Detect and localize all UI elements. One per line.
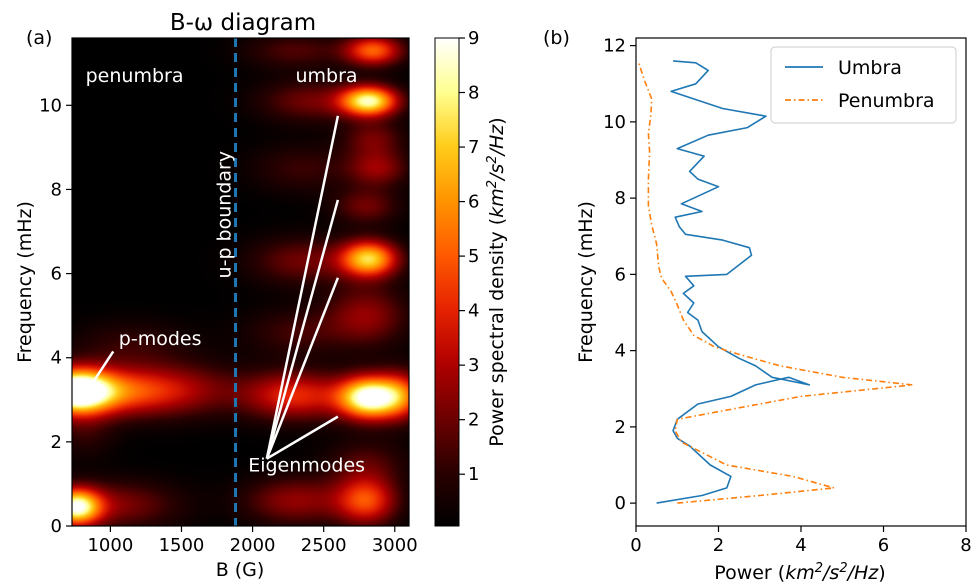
colorbar-tick-label: 6 <box>468 192 479 213</box>
colorbar-bar <box>434 37 460 527</box>
lineplot-xtick-label: 4 <box>795 535 806 556</box>
umbra-label: umbra <box>295 65 357 87</box>
pmodes-label: p-modes <box>119 328 202 350</box>
up-boundary-label: u-p boundary <box>214 151 236 279</box>
lineplot-ytick-label: 10 <box>603 112 626 133</box>
lineplot-xlabel: Power (km2/s2/Hz) <box>714 561 885 584</box>
lineplot-xtick-label: 8 <box>960 535 971 556</box>
pmodes-pointer-line <box>90 350 115 386</box>
lineplot-ytick-label: 6 <box>615 264 626 285</box>
lineplot-xtick-label: 6 <box>878 535 889 556</box>
heatmap-ytick-label: 8 <box>51 179 62 200</box>
heatmap-xtick-label: 2500 <box>301 535 347 556</box>
colorbar-tick-label: 5 <box>468 246 479 267</box>
lineplot-ytick-label: 12 <box>603 36 626 57</box>
lineplot-panel: (b) 0 2 4 6 8 0 2 4 6 8 10 12 Power (km2/s2/Hz) Fr… <box>543 27 972 584</box>
heatmap-ytick-label: 2 <box>51 432 62 453</box>
colorbar-label: Power spectral density (km2/s2/Hz) <box>485 117 508 446</box>
lineplot-xtick-label: 2 <box>713 535 724 556</box>
colorbar-tick-label: 8 <box>468 83 479 104</box>
eigenmodes-label: Eigenmodes <box>248 454 365 476</box>
colorbar-tick-label: 1 <box>468 464 479 485</box>
heatmap-ytick-label: 0 <box>51 516 62 537</box>
lineplot-x-axis: 0 2 4 6 8 <box>630 526 972 556</box>
lineplot-ylabel: Frequency (mHz) <box>575 201 597 363</box>
lineplot-ytick-label: 2 <box>615 417 626 438</box>
penumbra-label: penumbra <box>86 65 184 87</box>
lineplot-ytick-label: 0 <box>615 493 626 514</box>
heatmap-x-axis: 1000 1500 2000 2500 3000 <box>87 526 418 556</box>
heatmap-xlabel: B (G) <box>216 559 265 581</box>
heatmap-y-axis: 0 2 4 6 8 10 <box>39 95 72 537</box>
legend-label-umbra: Umbra <box>838 57 902 79</box>
eigenmode-line-1 <box>265 277 340 460</box>
heatmap-xtick-label: 1000 <box>87 535 133 556</box>
heatmap-frame <box>71 37 410 527</box>
colorbar-ticks: 1 2 3 4 5 6 7 8 9 <box>459 28 479 485</box>
heatmap-title: B-ω diagram <box>170 10 316 36</box>
heatmap-panel: (a) B-ω diagram u-p boundary penumbra um… <box>14 10 418 581</box>
eigenmode-line-2 <box>265 199 340 460</box>
legend-box <box>770 46 957 124</box>
legend: Umbra Penumbra <box>770 46 957 124</box>
colorbar-tick-label: 9 <box>468 28 479 49</box>
heatmap-xtick-label: 2000 <box>230 535 276 556</box>
lineplot-ytick-label: 8 <box>615 188 626 209</box>
series-line-umbra <box>656 60 811 504</box>
colorbar: 1 2 3 4 5 6 7 8 9 Power spectral density (km2/s2… <box>434 28 508 527</box>
colorbar-tick-label: 3 <box>468 355 479 376</box>
panel-label-b: (b) <box>543 27 570 49</box>
lineplot-series <box>637 60 914 504</box>
eigenmodes-pointer-lines <box>265 115 340 460</box>
lineplot-xtick-label: 0 <box>630 535 641 556</box>
colorbar-tick-label: 4 <box>468 301 479 322</box>
heatmap-ytick-label: 4 <box>51 348 62 369</box>
heatmap-ytick-label: 10 <box>39 95 62 116</box>
legend-label-penumbra: Penumbra <box>838 90 935 112</box>
colorbar-tick-label: 7 <box>468 137 479 158</box>
lineplot-y-axis: 0 2 4 6 8 10 12 <box>603 36 636 514</box>
eigenmode-line-3 <box>265 115 340 459</box>
heatmap-ytick-label: 6 <box>51 264 62 285</box>
lineplot-ytick-label: 4 <box>615 341 626 362</box>
panel-label-a: (a) <box>26 27 52 49</box>
eigenmode-line-0 <box>266 415 339 460</box>
heatmap-xtick-label: 1500 <box>159 535 205 556</box>
heatmap-xtick-label: 3000 <box>372 535 418 556</box>
colorbar-tick-label: 2 <box>468 410 479 431</box>
series-line-penumbra <box>637 60 914 504</box>
heatmap-ylabel: Frequency (mHz) <box>14 201 36 363</box>
heatmap-image-holder <box>72 38 409 526</box>
heatmap-image <box>72 38 409 526</box>
